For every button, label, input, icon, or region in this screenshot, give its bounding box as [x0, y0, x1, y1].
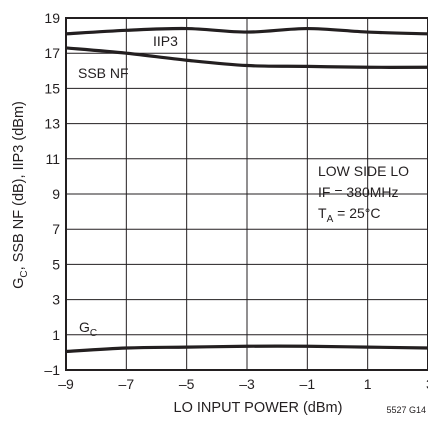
y-axis-title-rest: , SSB NF (dB), IIP3 (dBm): [11, 101, 27, 270]
x-tick-label: 1: [364, 376, 372, 392]
x-tick-label: 3: [426, 376, 428, 392]
series-label-gc-main: G: [79, 319, 90, 335]
y-tick-label: 13: [44, 116, 60, 132]
x-tick-labels: –9 –7 –5 –3 –1 1 3: [58, 376, 428, 392]
plot-frame: [65, 17, 428, 371]
y-tick-label: –1: [44, 362, 60, 378]
series-label-gc: GC: [79, 319, 97, 339]
y-tick-label: 17: [44, 45, 60, 61]
series-layer: [65, 26, 428, 354]
x-tick-label: –1: [300, 376, 316, 392]
y-tick-label: 5: [52, 256, 60, 272]
series-line-1: [65, 46, 428, 69]
conditions-line-2: IF = 380MHz: [318, 184, 399, 200]
figure-id: 5527 G14: [386, 405, 426, 415]
series-line-0: [65, 26, 428, 36]
series-line-2: [65, 344, 428, 354]
x-tick-label: –9: [58, 376, 74, 392]
y-tick-label: 7: [52, 221, 60, 237]
y-axis-title: GC, SSB NF (dB), IIP3 (dBm): [11, 101, 30, 289]
y-tick-label: 15: [44, 80, 60, 96]
series-label-iip3: IIP3: [153, 33, 178, 49]
conditions-line-1: LOW SIDE LO: [318, 163, 409, 179]
x-tick-label: –7: [119, 376, 135, 392]
x-tick-label: –3: [239, 376, 255, 392]
conditions-line-3: TA = 25°C: [318, 205, 380, 225]
y-axis-title-g: G: [11, 278, 27, 289]
y-tick-label: 9: [52, 186, 60, 202]
y-axis-title-sub: C: [19, 270, 30, 277]
x-axis-title: LO INPUT POWER (dBm): [174, 400, 343, 416]
conditions-ta-sub: A: [327, 214, 334, 225]
y-tick-label: 11: [45, 151, 60, 167]
y-tick-label: 1: [52, 327, 60, 343]
series-label-ssb-nf: SSB NF: [78, 65, 129, 81]
y-tick-label: 3: [52, 292, 60, 308]
conditions-ta-main: T: [318, 205, 327, 221]
y-tick-label: 19: [44, 10, 60, 26]
x-tick-label: –5: [179, 376, 195, 392]
series-label-gc-sub: C: [90, 328, 97, 339]
conditions-ta-value: = 25°C: [333, 205, 380, 221]
